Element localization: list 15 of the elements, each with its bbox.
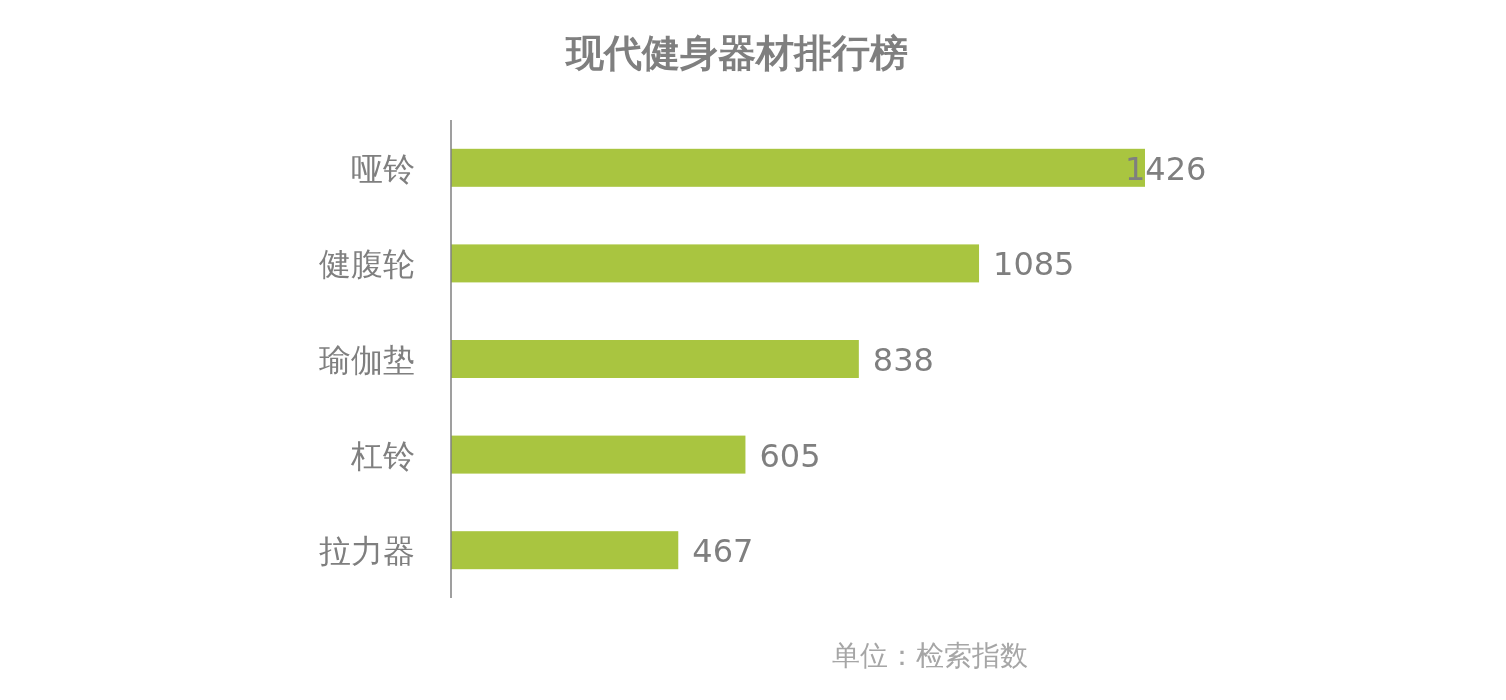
data-label: 1085 <box>993 245 1075 284</box>
y-tick-label: 拉力器 <box>319 532 415 571</box>
data-label: 467 <box>692 532 754 571</box>
bar <box>451 244 980 283</box>
text: 单位：检索指数 <box>832 639 1028 672</box>
data-label: 605 <box>759 436 821 475</box>
y-tick-label: 杠铃 <box>350 436 415 475</box>
data-label: 838 <box>872 341 934 379</box>
chart-title: 现代健身器材排行榜 <box>564 31 908 75</box>
y-tick-label: 健腹轮 <box>319 245 415 284</box>
bar <box>451 435 746 474</box>
bar <box>451 531 679 570</box>
bar <box>451 340 859 378</box>
y-tick-label: 瑜伽垫 <box>319 341 415 379</box>
y-tick-label: 哑铃 <box>351 149 415 188</box>
